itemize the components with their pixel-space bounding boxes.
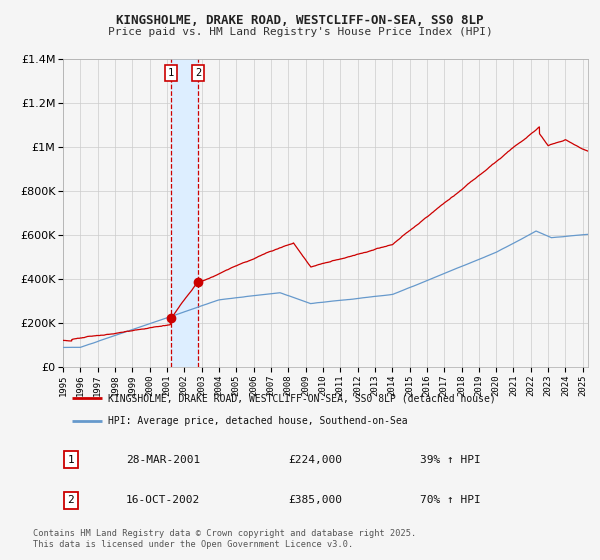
Text: £224,000: £224,000: [289, 455, 343, 465]
Text: 2: 2: [67, 496, 74, 505]
Text: £385,000: £385,000: [289, 496, 343, 505]
Text: KINGSHOLME, DRAKE ROAD, WESTCLIFF-ON-SEA, SS0 8LP (detached house): KINGSHOLME, DRAKE ROAD, WESTCLIFF-ON-SEA…: [107, 393, 496, 403]
Text: 1: 1: [67, 455, 74, 465]
Text: 39% ↑ HPI: 39% ↑ HPI: [420, 455, 481, 465]
Text: KINGSHOLME, DRAKE ROAD, WESTCLIFF-ON-SEA, SS0 8LP: KINGSHOLME, DRAKE ROAD, WESTCLIFF-ON-SEA…: [116, 14, 484, 27]
Bar: [171, 59, 198, 367]
Text: Price paid vs. HM Land Registry's House Price Index (HPI): Price paid vs. HM Land Registry's House …: [107, 27, 493, 37]
Text: Contains HM Land Registry data © Crown copyright and database right 2025.
This d: Contains HM Land Registry data © Crown c…: [33, 529, 416, 549]
Text: 28-MAR-2001: 28-MAR-2001: [126, 455, 200, 465]
Text: 1: 1: [168, 68, 174, 78]
Text: HPI: Average price, detached house, Southend-on-Sea: HPI: Average price, detached house, Sout…: [107, 416, 407, 426]
Text: 2: 2: [195, 68, 201, 78]
Text: 70% ↑ HPI: 70% ↑ HPI: [420, 496, 481, 505]
Text: 16-OCT-2002: 16-OCT-2002: [126, 496, 200, 505]
